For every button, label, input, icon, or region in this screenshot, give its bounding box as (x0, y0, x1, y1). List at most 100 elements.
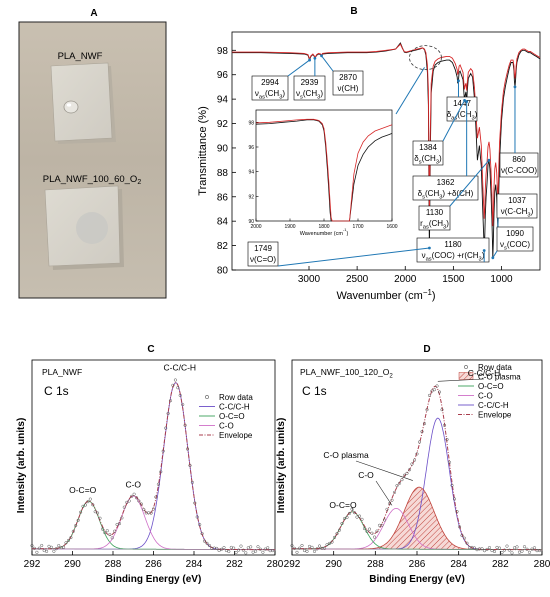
raw-data-point (342, 517, 347, 521)
x-axis-title-C: Binding Energy (eV) (106, 574, 202, 585)
x-axis-title-b: Wavenumber (cm−1) (336, 288, 435, 302)
legend-item: Row data (464, 363, 512, 372)
annotation-arrow-head (465, 100, 469, 103)
peak-label: O-C=O (69, 485, 97, 495)
raw-data-point (402, 473, 407, 477)
legend-label: O-C=O (219, 412, 245, 421)
annotation-assignment-part-4: ) (475, 110, 478, 119)
raw-data-point (372, 535, 377, 539)
raw-data-point (377, 523, 382, 527)
annotation-assignment-part-1: as (451, 116, 457, 122)
raw-data-point (69, 536, 73, 540)
raw-data-point (432, 388, 437, 392)
annotation-assignment-part-3: 3 (443, 225, 446, 231)
peak-label: C-O plasma (323, 450, 369, 460)
y-tick-label-b: 90 (217, 143, 229, 154)
raw-data-point (156, 482, 160, 486)
annotation-assignment-part-0: r (420, 219, 423, 228)
x-tick-label-b: 2500 (346, 274, 369, 285)
annotation-assignment-part-0: ν(C-CH (501, 207, 528, 216)
raw-data-point (362, 527, 367, 531)
raw-data-point (232, 546, 236, 550)
annotation-1180: 1180 νas(COC) +r(CH3) (416, 237, 490, 263)
annotation-assignment-part-4: ) (439, 154, 442, 163)
annotation-wavenumber: 1749 (254, 244, 272, 253)
peak-label: C-C/C-H (163, 363, 196, 373)
sample-label-bottom-sub: 2 (137, 179, 141, 186)
raw-data-point (497, 546, 502, 550)
raw-data-point (71, 529, 75, 533)
annotation-assignment-part-4: ) (446, 219, 449, 228)
annotation-860: 860 ν(C-COO) (499, 85, 539, 178)
peak-label: O-C=O (329, 500, 357, 510)
inset-y-tick-label: 96 (248, 145, 254, 151)
wetted-spot (76, 212, 108, 244)
panel-letter-d: D (423, 344, 430, 355)
panel-letter-b: B (350, 6, 357, 17)
annotation-assignment-part-3: 3 (479, 257, 482, 263)
raw-data-point (502, 548, 507, 552)
raw-data-point (367, 527, 372, 531)
ftir-series-2 (232, 43, 541, 227)
background-baseline (292, 548, 542, 550)
chart-title-D-part-0: PLA_NWF_100_120_O (300, 367, 390, 377)
inset-y-tick-label: 94 (248, 170, 254, 176)
raw-data-point (397, 481, 402, 485)
x-tick-label-C: 292 (24, 559, 41, 570)
raw-data-point (81, 504, 85, 508)
inset-x-axis-title-part-0: Wavenumber (cm (300, 231, 344, 237)
raw-data-point (400, 478, 404, 482)
droplet (63, 100, 79, 114)
raw-data-point (527, 550, 532, 554)
raw-data-point (472, 546, 477, 550)
x-tick-label-C: 288 (105, 559, 122, 570)
annotation-arrow (449, 159, 490, 207)
raw-data-point (32, 546, 36, 550)
raw-data-point (222, 546, 226, 550)
y-tick-label-b: 96 (217, 70, 229, 81)
annotation-assignment-part-2: (CH (422, 154, 436, 163)
raw-data-point (380, 523, 384, 527)
annotation-arrow-head (487, 158, 491, 162)
raw-data-point (251, 550, 255, 554)
x-axis-title-D: Binding Energy (eV) (369, 574, 465, 585)
annotation-assignment: ras(CH3) (420, 219, 449, 231)
raw-data-point (193, 501, 197, 505)
raw-data-point (108, 533, 112, 537)
inset-y-tick-label: 98 (248, 120, 254, 126)
raw-data-point (227, 549, 231, 554)
legend-label: Envelope (219, 431, 253, 440)
x-tick-label-D: 282 (492, 559, 509, 570)
raw-data-point (62, 545, 66, 549)
peak-label-leader (375, 480, 393, 506)
raw-data-point (295, 550, 299, 554)
inset-series-2 (255, 118, 393, 222)
raw-data-point (290, 544, 294, 548)
envelope-curve (32, 382, 275, 551)
raw-data-point (417, 440, 422, 444)
raw-data-point (530, 547, 534, 551)
inset-frame (255, 109, 393, 222)
raw-data-point (352, 511, 357, 515)
raw-data-point (357, 514, 362, 518)
raw-data-point (181, 403, 185, 407)
raw-data-point (254, 549, 258, 553)
raw-data-points (290, 384, 542, 555)
raw-data-point (450, 483, 454, 487)
annotation-assignment-part-0: ν (422, 251, 426, 260)
y-tick-label-b: 98 (217, 46, 229, 57)
raw-data-point (261, 550, 265, 554)
raw-data-point (266, 546, 270, 550)
legend-item: C-O (458, 392, 493, 401)
annotation-assignment-part-0: δ (447, 110, 452, 119)
annotation-assignment-part-1: as (423, 225, 429, 231)
inset-y-tick-label: 90 (248, 219, 254, 225)
legend-item: C-C/C-H (199, 403, 250, 412)
legend-item: C-O plasma (458, 372, 521, 382)
raw-data-point (234, 550, 238, 555)
x-tick-label-D: 284 (450, 559, 467, 570)
annotation-assignment-part-2: (CH (457, 110, 471, 119)
